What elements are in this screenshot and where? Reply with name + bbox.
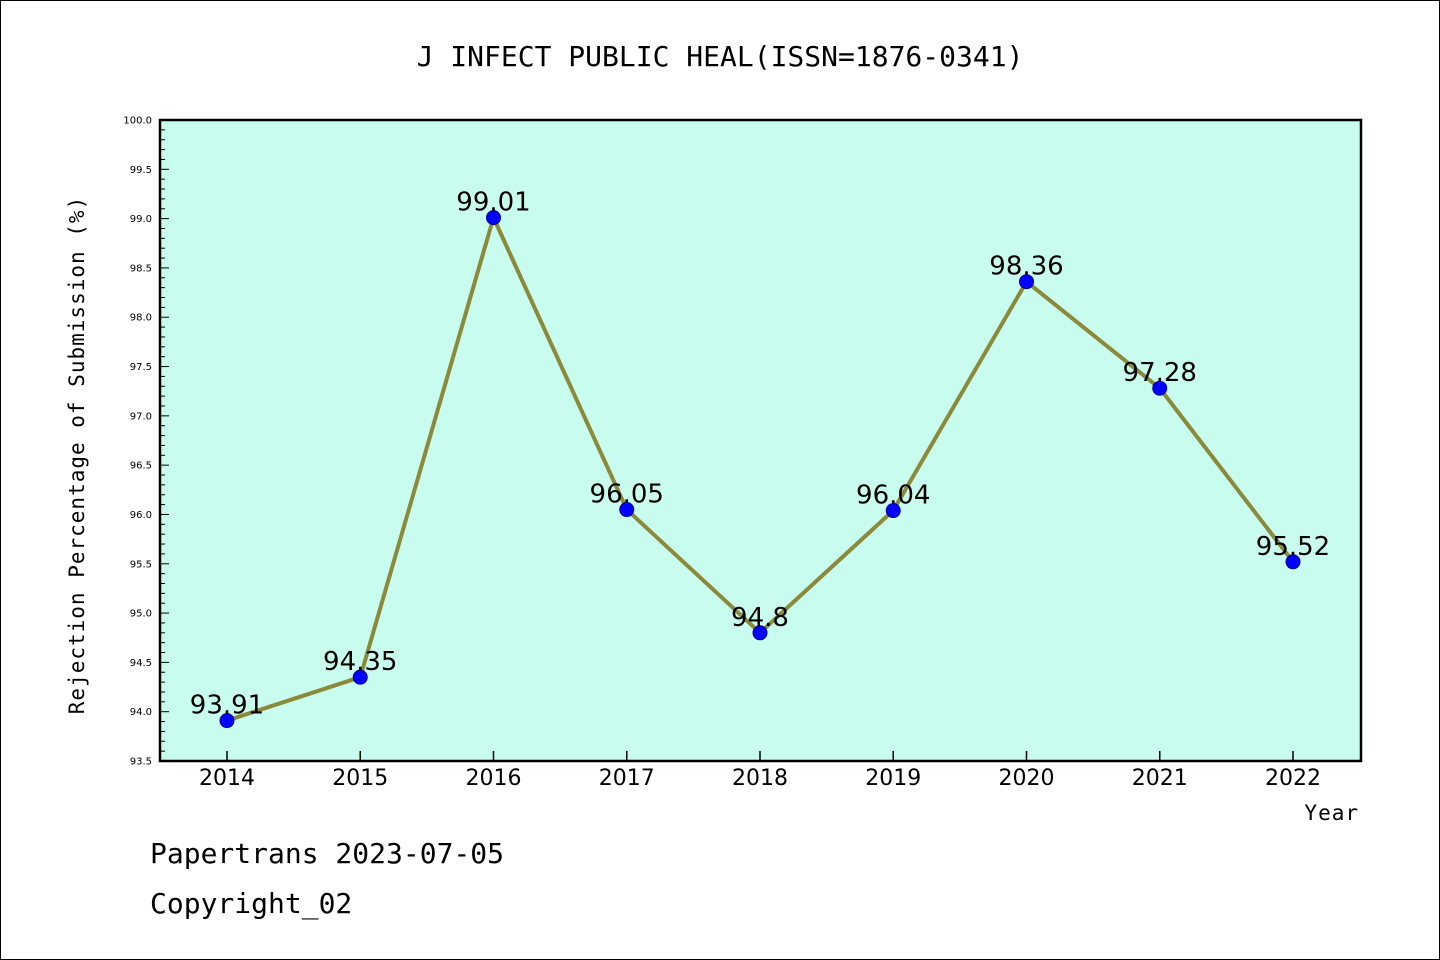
y-tick-label: 99.0 xyxy=(130,214,152,225)
x-tick-label: 2018 xyxy=(732,766,788,791)
data-label: 94.35 xyxy=(323,647,397,677)
x-tick-label: 2020 xyxy=(999,766,1055,791)
plot-area xyxy=(158,118,1363,763)
data-label: 95.52 xyxy=(1256,532,1330,562)
x-axis: 2014 2015 2016 2017 2018 2019 2020 2021 2022 xyxy=(199,751,1321,791)
footer-date: Papertrans 2023-07-05 xyxy=(150,837,504,870)
data-point xyxy=(885,503,901,519)
data-label: 93.91 xyxy=(190,691,264,721)
y-tick-label: 100.0 xyxy=(123,116,152,127)
y-tick-label: 95.5 xyxy=(130,559,152,570)
y-tick-label: 97.5 xyxy=(130,362,152,373)
data-label: 99.01 xyxy=(456,188,530,218)
y-tick-label: 95.0 xyxy=(130,609,152,620)
x-axis-label: Year xyxy=(1304,801,1359,825)
data-point xyxy=(752,625,768,641)
y-tick-label: 98.5 xyxy=(130,263,152,274)
y-tick-label: 99.5 xyxy=(130,165,152,176)
data-point xyxy=(1152,380,1168,396)
footer-copyright: Copyright_02 xyxy=(150,887,352,921)
y-tick-label: 96.5 xyxy=(130,461,152,472)
data-point xyxy=(486,210,501,226)
data-label: 94.8 xyxy=(731,603,789,633)
y-tick-label: 94.5 xyxy=(130,658,152,669)
x-tick-label: 2016 xyxy=(466,766,522,791)
data-point xyxy=(1285,554,1301,570)
data-point xyxy=(219,713,235,729)
data-point xyxy=(352,669,368,685)
data-labels: 93.91 94.35 99.01 96.05 94.8 96.04 98.36 97.28 9… xyxy=(190,188,1330,721)
data-label: 96.04 xyxy=(856,481,930,511)
data-label: 98.36 xyxy=(989,252,1063,282)
x-tick-label: 2022 xyxy=(1265,766,1321,791)
chart-title: J INFECT PUBLIC HEAL(ISSN=1876-0341) xyxy=(417,40,1024,73)
data-label: 97.28 xyxy=(1123,358,1197,388)
y-tick-label: 96.0 xyxy=(130,510,152,521)
x-tick-label: 2021 xyxy=(1132,766,1188,791)
y-tick-label: 98.0 xyxy=(130,313,152,324)
x-tick-label: 2014 xyxy=(199,766,255,791)
data-label: 96.05 xyxy=(590,480,664,510)
data-point xyxy=(1019,274,1034,290)
y-tick-label: 93.5 xyxy=(130,757,152,768)
y-axis-label: Rejection Percentage of Submission (%) xyxy=(65,196,89,714)
x-tick-label: 2017 xyxy=(599,766,655,791)
data-point xyxy=(619,502,635,518)
y-tick-label: 94.0 xyxy=(130,707,152,718)
series-rejection xyxy=(219,210,1301,729)
y-tick-label: 97.0 xyxy=(130,411,152,422)
x-tick-label: 2019 xyxy=(865,766,921,791)
x-tick-label: 2015 xyxy=(332,766,388,791)
y-axis: 93.5 94.0 94.5 95.0 95.5 96.0 96.5 97.0 97.5 98.0… xyxy=(123,116,169,768)
